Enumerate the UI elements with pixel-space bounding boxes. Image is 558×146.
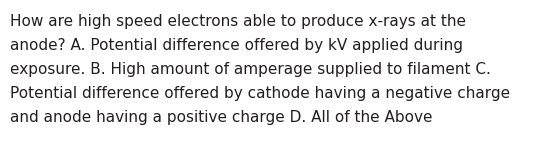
Text: Potential difference offered by cathode having a negative charge: Potential difference offered by cathode … [10,86,510,101]
Text: exposure. B. High amount of amperage supplied to filament C.: exposure. B. High amount of amperage sup… [10,62,491,77]
Text: anode? A. Potential difference offered by kV applied during: anode? A. Potential difference offered b… [10,38,463,53]
Text: How are high speed electrons able to produce x-rays at the: How are high speed electrons able to pro… [10,14,466,29]
Text: and anode having a positive charge D. All of the Above: and anode having a positive charge D. Al… [10,110,432,125]
